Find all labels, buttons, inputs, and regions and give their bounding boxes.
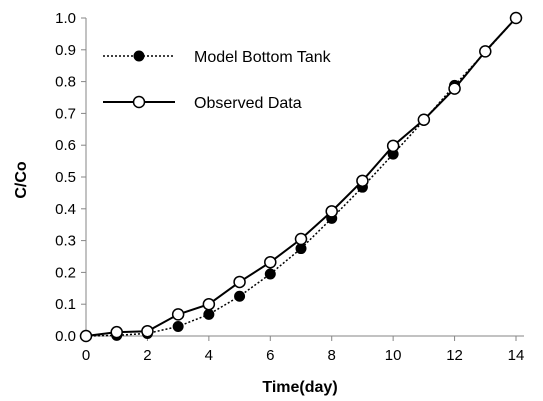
data-point-series-2 bbox=[325, 205, 338, 218]
data-point-series-2 bbox=[448, 82, 461, 95]
data-point-series-2 bbox=[294, 232, 308, 246]
series-layer bbox=[79, 11, 523, 343]
data-point-series-2 bbox=[417, 113, 431, 127]
data-point-series-2 bbox=[202, 297, 216, 311]
y-tick-label: 0.6 bbox=[55, 137, 76, 154]
data-point-series-2 bbox=[356, 174, 369, 188]
x-tick-label: 2 bbox=[143, 347, 151, 364]
data-point-series-2 bbox=[509, 11, 523, 25]
data-point-series-2 bbox=[479, 45, 492, 58]
x-tick-label: 14 bbox=[508, 347, 525, 364]
y-tick-label: 0.9 bbox=[55, 42, 76, 59]
y-tick-label: 0.8 bbox=[55, 74, 76, 91]
y-tick-label: 0.2 bbox=[55, 264, 76, 281]
legend-label-1: Model Bottom Tank bbox=[194, 49, 332, 66]
x-tick-label: 8 bbox=[328, 347, 336, 364]
y-tick-label: 0.5 bbox=[55, 169, 76, 186]
y-tick-label: 0.4 bbox=[55, 201, 76, 218]
legend-marker-1 bbox=[133, 50, 145, 62]
x-tick-label: 6 bbox=[266, 347, 274, 364]
y-tick-label: 0.1 bbox=[55, 296, 76, 313]
axes: 0.0 0.1 0.2 0.3 0.4 0.5 0.6 0.7 0.8 0.9 1.0 0 2 4 6 8 10… bbox=[55, 10, 524, 364]
data-point-series-2 bbox=[79, 329, 93, 343]
y-axis-title: C/Co bbox=[13, 161, 30, 199]
data-point-series-1 bbox=[234, 290, 246, 302]
x-axis-title: Time(day) bbox=[262, 379, 337, 396]
data-point-series-1 bbox=[203, 308, 215, 320]
x-tick-label: 0 bbox=[82, 347, 90, 364]
data-point-series-2 bbox=[110, 325, 123, 339]
x-tick-label: 4 bbox=[205, 347, 213, 364]
x-tick-label: 10 bbox=[385, 347, 402, 364]
data-point-series-2 bbox=[141, 324, 154, 338]
y-tick-label: 0.7 bbox=[55, 105, 76, 122]
data-point-series-1 bbox=[172, 320, 184, 332]
legend-label-2: Observed Data bbox=[194, 95, 302, 112]
data-point-series-2 bbox=[233, 275, 246, 289]
y-tick-label: 1.0 bbox=[55, 10, 76, 27]
y-tick-label: 0.3 bbox=[55, 233, 76, 250]
x-tick-label: 12 bbox=[446, 347, 463, 364]
legend: Model Bottom Tank Observed Data bbox=[103, 49, 332, 112]
legend-marker-2 bbox=[132, 95, 146, 109]
series-line-1 bbox=[85, 17, 517, 337]
data-point-series-2 bbox=[264, 255, 277, 269]
data-point-series-1 bbox=[264, 268, 276, 280]
data-point-series-2 bbox=[171, 308, 185, 321]
y-tick-label: 0.0 bbox=[55, 328, 76, 345]
data-point-series-2 bbox=[386, 139, 400, 153]
